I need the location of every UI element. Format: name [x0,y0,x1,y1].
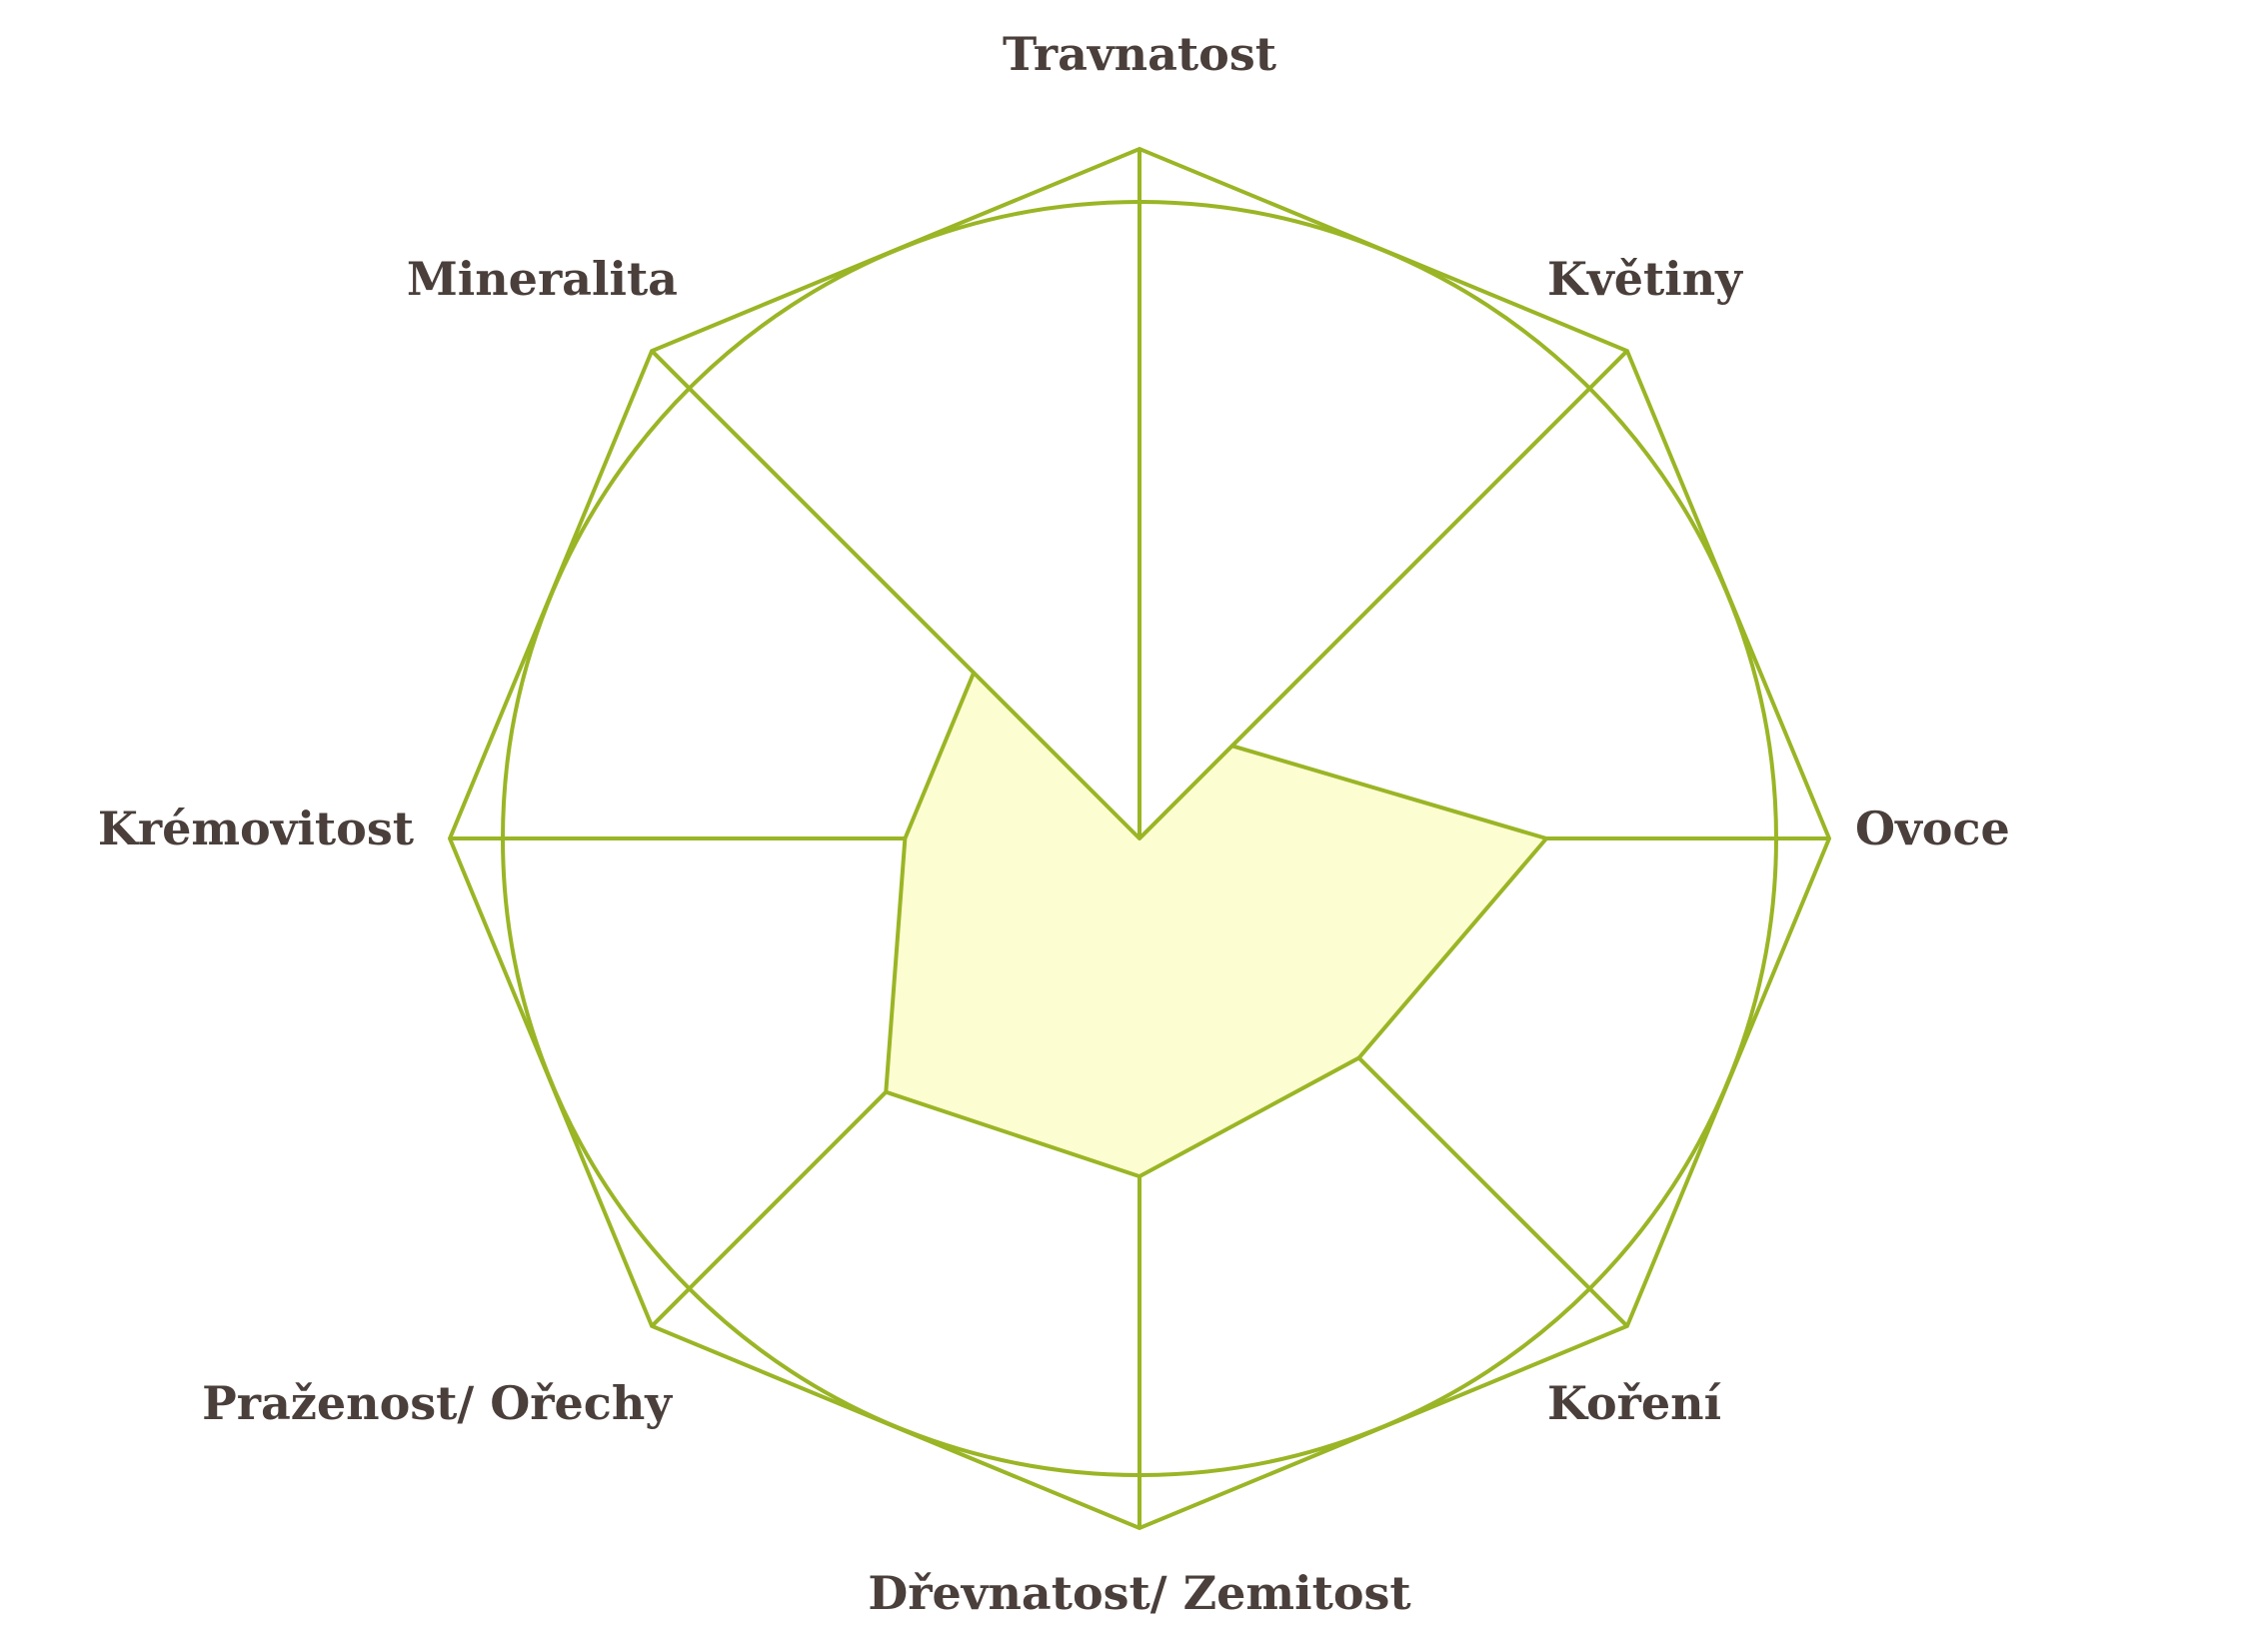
axis-label: Květiny [1547,252,1743,306]
axis-label: Travnatost [1003,27,1277,81]
axis-label: Koření [1547,1376,1722,1430]
axis-label: Praženost/ Ořechy [202,1376,673,1430]
axis-spoke [650,1090,888,1328]
axis-labels: Travnatost Květiny Ovoce Koření Dřevnatost/ … [98,27,2010,1620]
axis-spoke [650,349,976,675]
radar-series [884,671,1549,1179]
axis-label: Mineralita [407,252,678,306]
series-area [886,673,1547,1177]
axis-label: Ovoce [1855,802,2010,855]
axis-spoke [1357,1056,1629,1328]
axis-label: Dřevnatost/ Zemitost [868,1566,1411,1620]
axis-spoke [1230,349,1629,748]
axis-label: Krémovitost [98,802,415,855]
